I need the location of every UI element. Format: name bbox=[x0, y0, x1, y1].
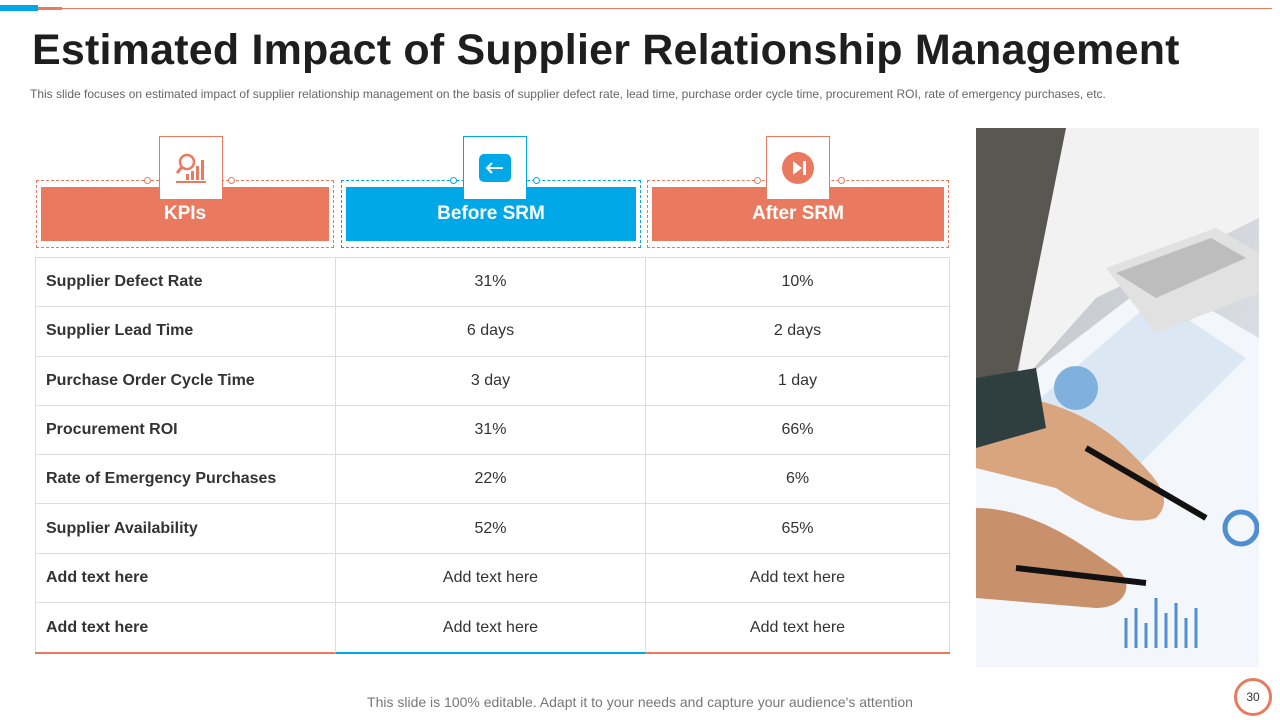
before-srm-cell: Add text here bbox=[335, 553, 645, 603]
table-row: Supplier Lead Time 6 days 2 days bbox=[35, 307, 950, 357]
before-srm-cell: 6 days bbox=[335, 307, 645, 356]
after-srm-cell: 10% bbox=[645, 258, 950, 307]
before-srm-cell: Add text here bbox=[335, 603, 645, 655]
kpi-name-cell: Rate of Emergency Purchases bbox=[35, 455, 335, 504]
page-number: 30 bbox=[1234, 678, 1272, 716]
top-accent-bar bbox=[0, 0, 1280, 12]
chart-icon bbox=[159, 136, 223, 200]
page-subtitle: This slide focuses on estimated impact o… bbox=[30, 87, 1106, 101]
after-srm-cell: 65% bbox=[645, 504, 950, 553]
kpi-name-cell: Purchase Order Cycle Time bbox=[35, 356, 335, 405]
before-srm-cell: 31% bbox=[335, 405, 645, 455]
before-srm-cell: 31% bbox=[335, 258, 645, 307]
kpi-table: Supplier Defect Rate 31% 10% Supplier Lead … bbox=[35, 257, 950, 655]
skip-forward-icon bbox=[766, 136, 830, 200]
after-srm-cell: Add text here bbox=[645, 553, 950, 603]
table-row: Supplier Defect Rate 31% 10% bbox=[35, 258, 950, 308]
table-row: Add text here Add text here Add text here bbox=[35, 553, 950, 604]
hands-with-pen-over-report-photo bbox=[976, 128, 1259, 667]
header-before-srm-label: Before SRM bbox=[346, 187, 636, 241]
table-row: Add text here Add text here Add text here bbox=[35, 603, 950, 655]
before-srm-cell: 22% bbox=[335, 455, 645, 504]
after-srm-cell: Add text here bbox=[645, 603, 950, 653]
kpi-name-cell: Add text here bbox=[35, 603, 335, 653]
table-row: Rate of Emergency Purchases 22% 6% bbox=[35, 455, 950, 505]
after-srm-cell: 6% bbox=[645, 455, 950, 504]
kpi-name-cell: Supplier Lead Time bbox=[35, 307, 335, 356]
kpi-name-cell: Add text here bbox=[35, 553, 335, 603]
footer-note: This slide is 100% editable. Adapt it to… bbox=[367, 694, 913, 710]
before-srm-cell: 3 day bbox=[335, 356, 645, 405]
table-row: Purchase Order Cycle Time 3 day 1 day bbox=[35, 356, 950, 406]
arrow-left-icon bbox=[463, 136, 527, 200]
table-row: Supplier Availability 52% 65% bbox=[35, 504, 950, 554]
kpi-name-cell: Supplier Defect Rate bbox=[35, 258, 335, 307]
kpi-name-cell: Procurement ROI bbox=[35, 405, 335, 455]
table-row: Procurement ROI 31% 66% bbox=[35, 405, 950, 456]
before-srm-cell: 52% bbox=[335, 504, 645, 553]
kpi-name-cell: Supplier Availability bbox=[35, 504, 335, 553]
after-srm-cell: 2 days bbox=[645, 307, 950, 356]
after-srm-cell: 1 day bbox=[645, 356, 950, 405]
after-srm-cell: 66% bbox=[645, 405, 950, 455]
page-title: Estimated Impact of Supplier Relationshi… bbox=[32, 26, 1180, 74]
header-before-srm: Before SRM bbox=[341, 180, 641, 248]
